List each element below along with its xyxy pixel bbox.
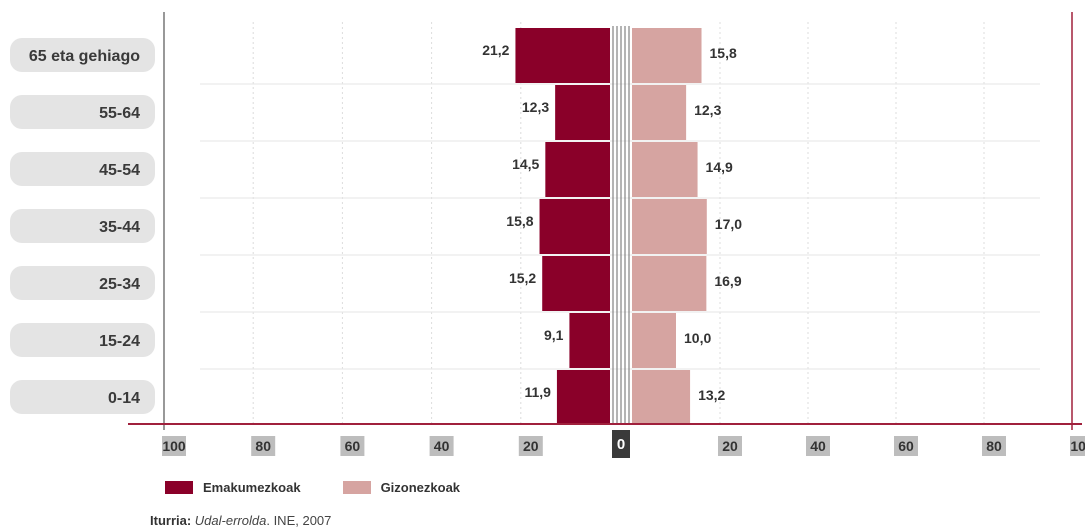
bar-male <box>632 256 707 311</box>
category-labels: 65 eta gehiago 55-64 45-54 35-44 25-34 15-24 0… <box>10 38 155 414</box>
category-pill <box>10 209 155 243</box>
tick-label: 20 <box>722 438 738 454</box>
category-pill <box>10 95 155 129</box>
legend-swatch-female <box>165 481 193 494</box>
tick-label: 100 <box>1070 438 1085 454</box>
bar-female <box>539 199 610 254</box>
tick-label: 20 <box>523 438 539 454</box>
category-pill <box>10 38 155 72</box>
category-label: 0-14 <box>108 390 140 407</box>
tick-label: 40 <box>434 438 450 454</box>
category-label: 65 eta gehiago <box>29 48 140 65</box>
bar-female <box>556 370 610 425</box>
tick-box <box>806 436 830 456</box>
tick-label: 60 <box>898 438 914 454</box>
tick-box <box>162 436 186 456</box>
source-note: Iturria: Udal-errolda. INE, 2007 <box>150 513 331 528</box>
tick-label: 80 <box>986 438 1002 454</box>
legend-label-female: Emakumezkoak <box>203 480 301 495</box>
bar-female <box>555 85 610 140</box>
source-label: Iturria: <box>150 513 192 528</box>
value-label-female: 12,3 <box>522 99 549 115</box>
legend-item-male: Gizonezkoak <box>342 480 461 495</box>
bar-male <box>632 142 698 197</box>
tick-label: 100 <box>162 438 186 454</box>
bar-female <box>569 313 610 368</box>
category-label: 15-24 <box>99 333 140 350</box>
bar-male <box>632 313 676 368</box>
value-label-female: 9,1 <box>544 327 564 343</box>
tick-box <box>982 436 1006 456</box>
category-pill <box>10 266 155 300</box>
tick-box <box>894 436 918 456</box>
bar-male <box>632 370 691 425</box>
category-pill <box>10 152 155 186</box>
legend: Emakumezkoak Gizonezkoak <box>165 480 502 495</box>
tick-box <box>718 436 742 456</box>
value-label-male: 16,9 <box>714 273 741 289</box>
legend-item-female: Emakumezkoak <box>165 480 301 495</box>
bar-male <box>632 199 707 254</box>
category-label: 45-54 <box>99 162 140 179</box>
value-label-male: 17,0 <box>715 216 742 232</box>
category-label: 55-64 <box>99 105 140 122</box>
tick-box <box>251 436 276 456</box>
category-label: 35-44 <box>99 219 140 236</box>
value-label-female: 15,2 <box>509 270 536 286</box>
source-rest: . INE, 2007 <box>266 513 332 528</box>
value-label-female: 21,2 <box>482 42 509 58</box>
zero-tick-box <box>612 430 630 458</box>
value-label-female: 14,5 <box>512 156 539 172</box>
source-italic: Udal-errolda <box>194 513 267 528</box>
bar-female <box>515 28 610 83</box>
tick-box <box>340 436 365 456</box>
axes <box>128 12 1082 430</box>
value-label-male: 12,3 <box>694 102 721 118</box>
bar-female <box>542 256 610 311</box>
value-label-male: 10,0 <box>684 330 711 346</box>
tick-label: 0 <box>617 436 625 453</box>
tick-label: 60 <box>345 438 361 454</box>
value-label-male: 15,8 <box>710 45 737 61</box>
bar-male <box>632 85 687 140</box>
tick-box <box>429 436 454 456</box>
bar-male <box>632 28 702 83</box>
category-pill <box>10 380 155 414</box>
category-label: 25-34 <box>99 276 140 293</box>
x-tick-labels: 100 80 60 40 20 0 20 40 60 80 100 <box>162 430 1085 458</box>
value-label-female: 11,9 <box>524 384 551 400</box>
tick-label: 40 <box>810 438 826 454</box>
tick-box <box>518 436 543 456</box>
value-label-female: 15,8 <box>506 213 533 229</box>
grid-lines <box>200 22 1040 424</box>
value-label-male: 14,9 <box>706 159 733 175</box>
bars: 21,2 15,8 12,3 12,3 14,5 14,9 15,8 17,0 15,2 16,9… <box>482 28 742 425</box>
legend-label-male: Gizonezkoak <box>380 480 461 495</box>
legend-swatch-male <box>342 481 371 494</box>
tick-box <box>1070 436 1085 456</box>
bar-female <box>545 142 610 197</box>
tick-label: 80 <box>255 438 271 454</box>
category-pill <box>10 323 155 357</box>
value-label-male: 13,2 <box>698 387 725 403</box>
